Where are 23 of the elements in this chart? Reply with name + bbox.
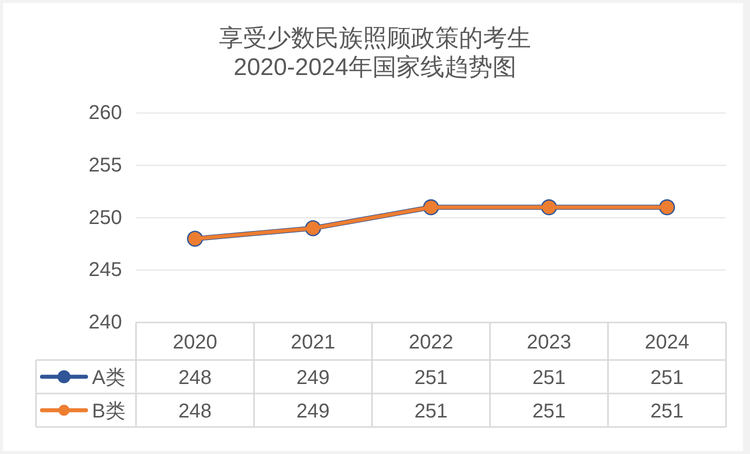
data-label: 249	[296, 400, 330, 422]
legend-label: A类	[92, 366, 126, 389]
y-tick-label: 245	[88, 259, 122, 282]
data-label: 251	[414, 400, 448, 422]
x-tick-label: 2024	[644, 331, 690, 354]
y-tick-label: 260	[88, 102, 122, 124]
data-label: 248	[178, 366, 212, 389]
y-tick-label: 255	[88, 154, 122, 176]
data-label: 251	[532, 366, 566, 389]
x-tick-label: 2022	[408, 331, 454, 354]
y-tick-label: 240	[88, 312, 122, 334]
x-tick-label: 2021	[290, 331, 336, 354]
data-label: 251	[650, 400, 684, 422]
x-tick-label: 2020	[172, 331, 218, 354]
x-tick-label: 2023	[526, 331, 572, 354]
data-label: 248	[178, 400, 212, 422]
title: 享受少数民族照顾政策的考生 2020-2024年国家线趋势图	[219, 25, 531, 81]
data-label: 249	[296, 366, 330, 389]
data-label: 251	[650, 366, 684, 389]
y-tick-label: 250	[88, 206, 122, 229]
data-label: 251	[532, 400, 566, 422]
data-label: 251	[414, 366, 448, 389]
legend-label: B类	[92, 400, 126, 422]
